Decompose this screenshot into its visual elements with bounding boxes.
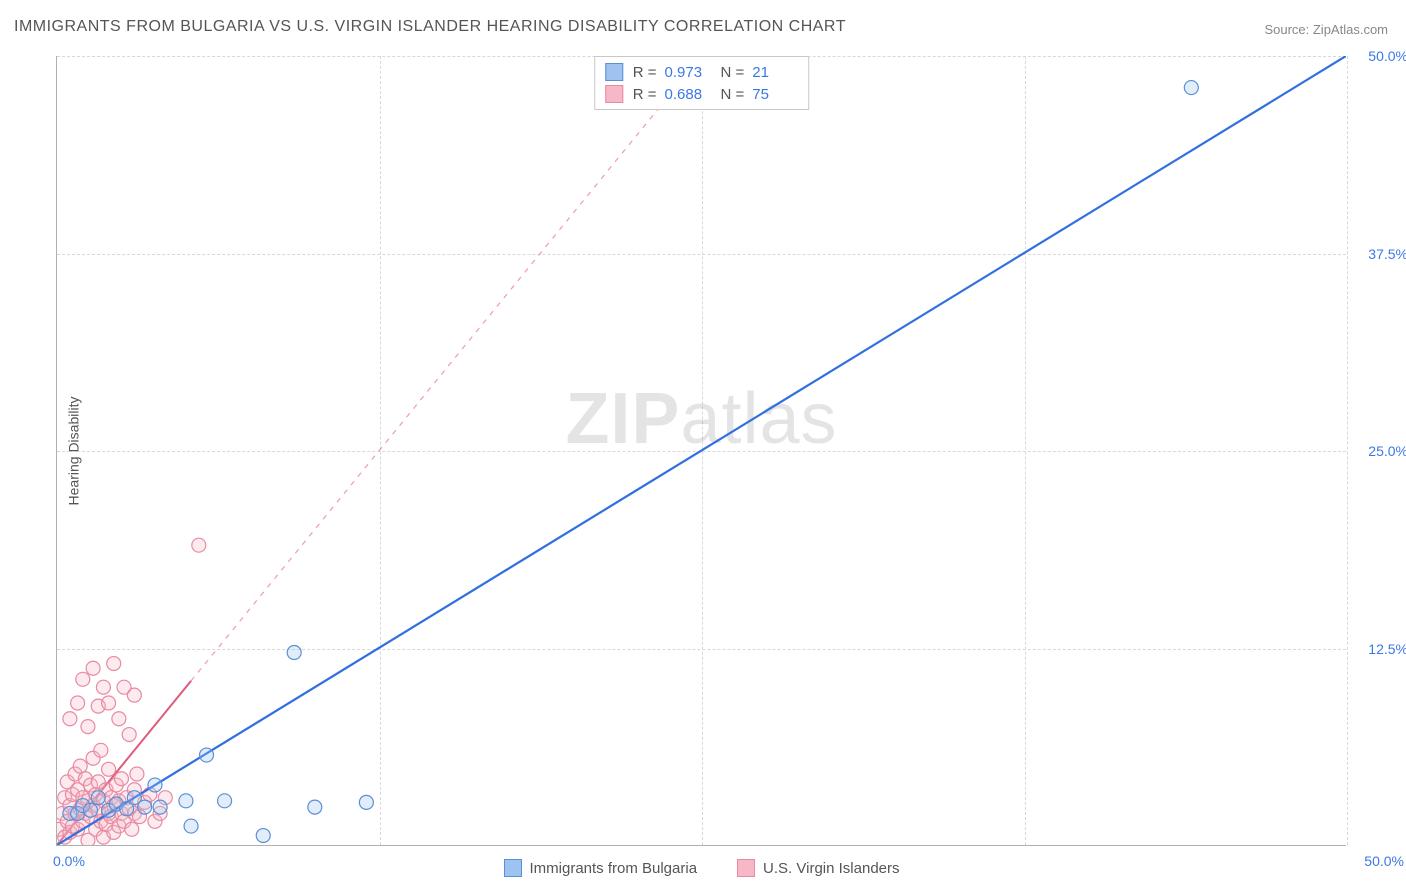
data-point-bulgaria [148,778,162,792]
legend-r-label: R = [633,64,657,81]
data-point-usvi [86,661,100,675]
data-point-usvi [102,762,116,776]
legend-series-item-usvi: U.S. Virgin Islanders [737,859,899,877]
legend-series-item-bulgaria: Immigrants from Bulgaria [503,859,697,877]
x-tick-max: 50.0% [1364,853,1404,869]
legend-r-label: R = [633,86,657,103]
legend-correlation-box: R = 0.973 N = 21 R = 0.688 N = 75 [594,56,810,110]
data-point-bulgaria [179,794,193,808]
legend-correlation-row-bulgaria: R = 0.973 N = 21 [605,61,799,83]
data-point-usvi [127,688,141,702]
data-point-bulgaria [256,829,270,843]
data-point-bulgaria [218,794,232,808]
data-point-usvi [112,712,126,726]
trend-line-bulgaria [57,56,1346,845]
y-tick-label: 50.0% [1368,48,1406,64]
data-point-usvi [122,728,136,742]
chart-area: Hearing Disability ZIPatlas R =0.973N =2… [56,56,1376,846]
x-tick-min: 0.0% [53,853,85,869]
data-point-usvi [81,720,95,734]
legend-series-label-usvi: U.S. Virgin Islanders [763,860,899,877]
data-point-bulgaria [359,795,373,809]
swatch-bulgaria [503,859,521,877]
data-point-usvi [94,743,108,757]
source-label: Source: ZipAtlas.com [1264,22,1388,37]
y-tick-label: 37.5% [1368,246,1406,262]
data-point-usvi [73,759,87,773]
legend-series: Immigrants from Bulgaria U.S. Virgin Isla… [503,859,899,877]
data-point-bulgaria [153,800,167,814]
data-point-usvi [192,538,206,552]
data-point-usvi [102,696,116,710]
data-point-bulgaria [91,791,105,805]
y-tick-label: 12.5% [1368,641,1406,657]
gridline-vertical [1347,56,1348,845]
scatter-svg [57,56,1346,845]
swatch-bulgaria [605,63,623,81]
data-point-usvi [107,657,121,671]
legend-n-label: N = [721,64,745,81]
data-point-usvi [125,822,139,836]
plot-region: Hearing Disability ZIPatlas R =0.973N =2… [56,56,1346,846]
data-point-bulgaria [138,800,152,814]
legend-r-value-usvi: 0.688 [665,86,711,103]
data-point-usvi [63,712,77,726]
chart-title: IMMIGRANTS FROM BULGARIA VS U.S. VIRGIN … [14,18,846,36]
swatch-usvi [737,859,755,877]
data-point-bulgaria [84,803,98,817]
legend-r-value-bulgaria: 0.973 [665,64,711,81]
data-point-bulgaria [200,748,214,762]
legend-n-value-usvi: 75 [752,86,798,103]
legend-n-value-bulgaria: 21 [752,64,798,81]
data-point-usvi [114,772,128,786]
trend-line-usvi-dashed [191,56,701,681]
data-point-usvi [130,767,144,781]
data-point-usvi [71,696,85,710]
swatch-usvi [605,85,623,103]
data-point-bulgaria [287,645,301,659]
y-tick-label: 25.0% [1368,443,1406,459]
data-point-bulgaria [308,800,322,814]
legend-n-label: N = [721,86,745,103]
data-point-bulgaria [1184,81,1198,95]
data-point-bulgaria [184,819,198,833]
data-point-usvi [96,680,110,694]
legend-series-label-bulgaria: Immigrants from Bulgaria [529,860,697,877]
legend-correlation-row-usvi: R = 0.688 N = 75 [605,83,799,105]
data-point-usvi [76,672,90,686]
